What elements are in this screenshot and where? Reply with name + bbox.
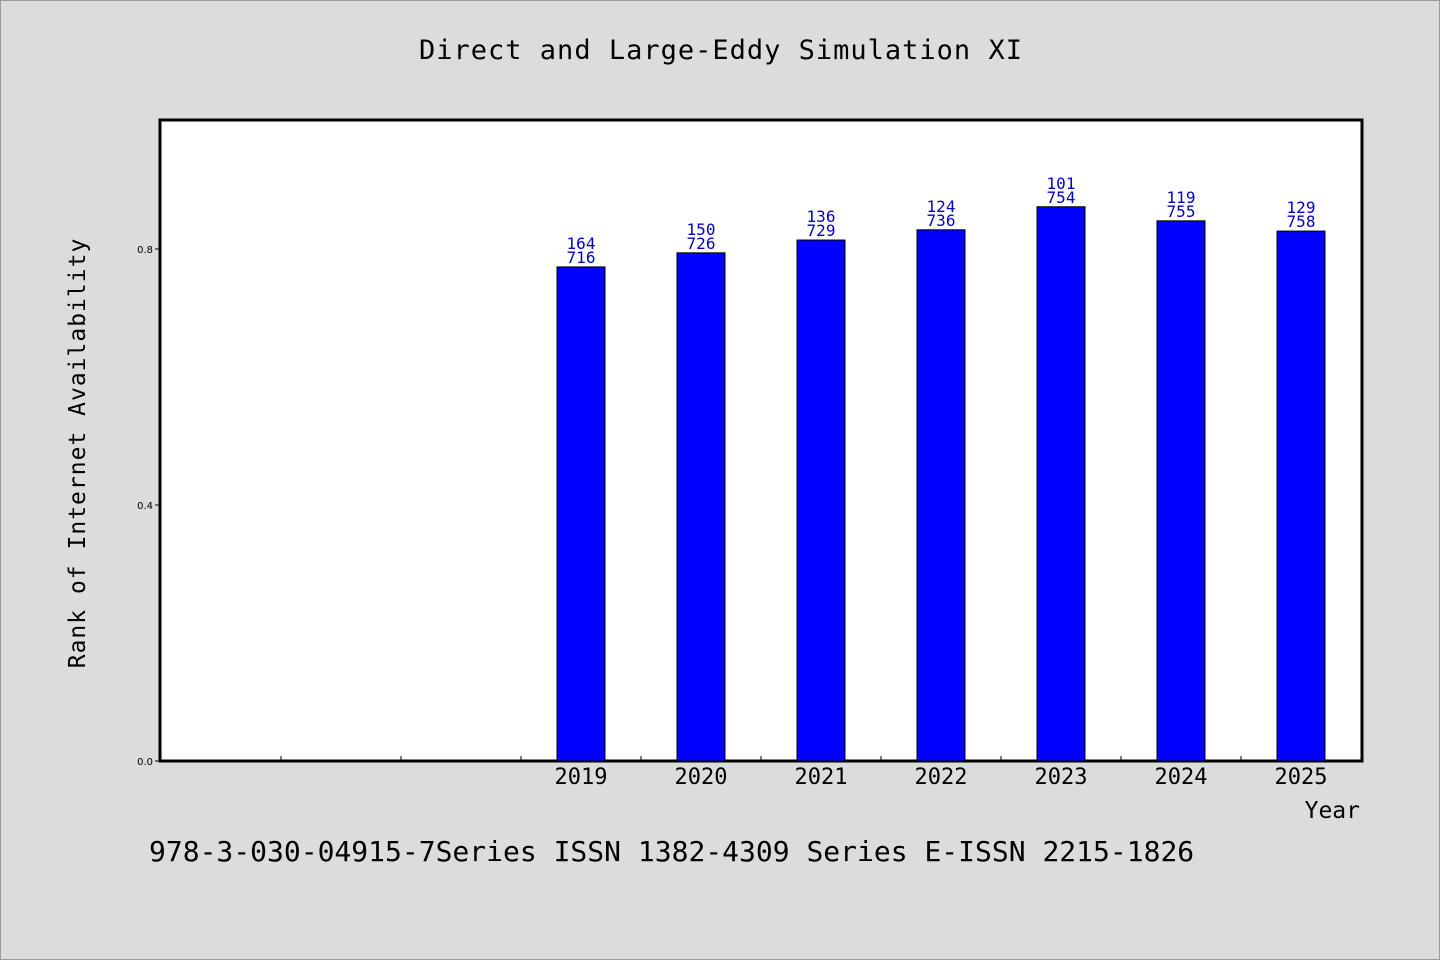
bar-label-top: 101	[1047, 174, 1076, 193]
bar-label-bottom: 729	[807, 221, 836, 240]
bar-2025	[1276, 230, 1326, 762]
bar-2021	[796, 239, 846, 762]
y-tick-label: 0.4	[137, 501, 153, 512]
chart-title: Direct and Large-Eddy Simulation XI	[419, 35, 1023, 66]
y-axis-ticks: 0.0 0.4 0.8	[137, 245, 161, 768]
bar-2024	[1156, 220, 1206, 762]
bar-label-top: 129	[1287, 198, 1316, 217]
bar-label-bottom: 758	[1287, 212, 1316, 231]
bar-label-top: 136	[807, 207, 836, 226]
x-axis-ticks	[280, 756, 1242, 761]
x-tick-label: 2024	[1155, 765, 1208, 790]
bar-label-top: 164	[567, 234, 596, 253]
x-tick-label: 2021	[795, 765, 848, 790]
bar-label-top: 124	[927, 197, 956, 216]
y-axis-title: Rank of Internet Availability	[65, 238, 91, 669]
y-tick-label: 0.8	[137, 245, 153, 256]
bar-label-bottom: 754	[1047, 188, 1076, 207]
x-tick-label: 2022	[915, 765, 968, 790]
bar-2019	[556, 266, 606, 762]
x-axis-title: Year	[1305, 798, 1360, 824]
bar-label-top: 119	[1167, 188, 1196, 207]
x-tick-label: 2023	[1035, 765, 1088, 790]
bars-group	[556, 206, 1326, 762]
bar-2023	[1036, 206, 1086, 762]
x-tick-label: 2020	[675, 765, 728, 790]
x-tick-label: 2019	[555, 765, 608, 790]
bar-label-bottom: 726	[687, 234, 716, 253]
x-tick-label: 2025	[1275, 765, 1328, 790]
bar-label-bottom: 755	[1167, 202, 1196, 221]
bar-2022	[916, 229, 966, 762]
bar-2020	[676, 252, 726, 762]
isbn-issn-footer: 978-3-030-04915-7Series ISSN 1382-4309 S…	[149, 835, 1195, 868]
bar-label-top: 150	[687, 220, 716, 239]
y-tick-label: 0.0	[137, 757, 153, 768]
bar-label-bottom: 736	[927, 211, 956, 230]
bar-label-bottom: 716	[567, 248, 596, 267]
